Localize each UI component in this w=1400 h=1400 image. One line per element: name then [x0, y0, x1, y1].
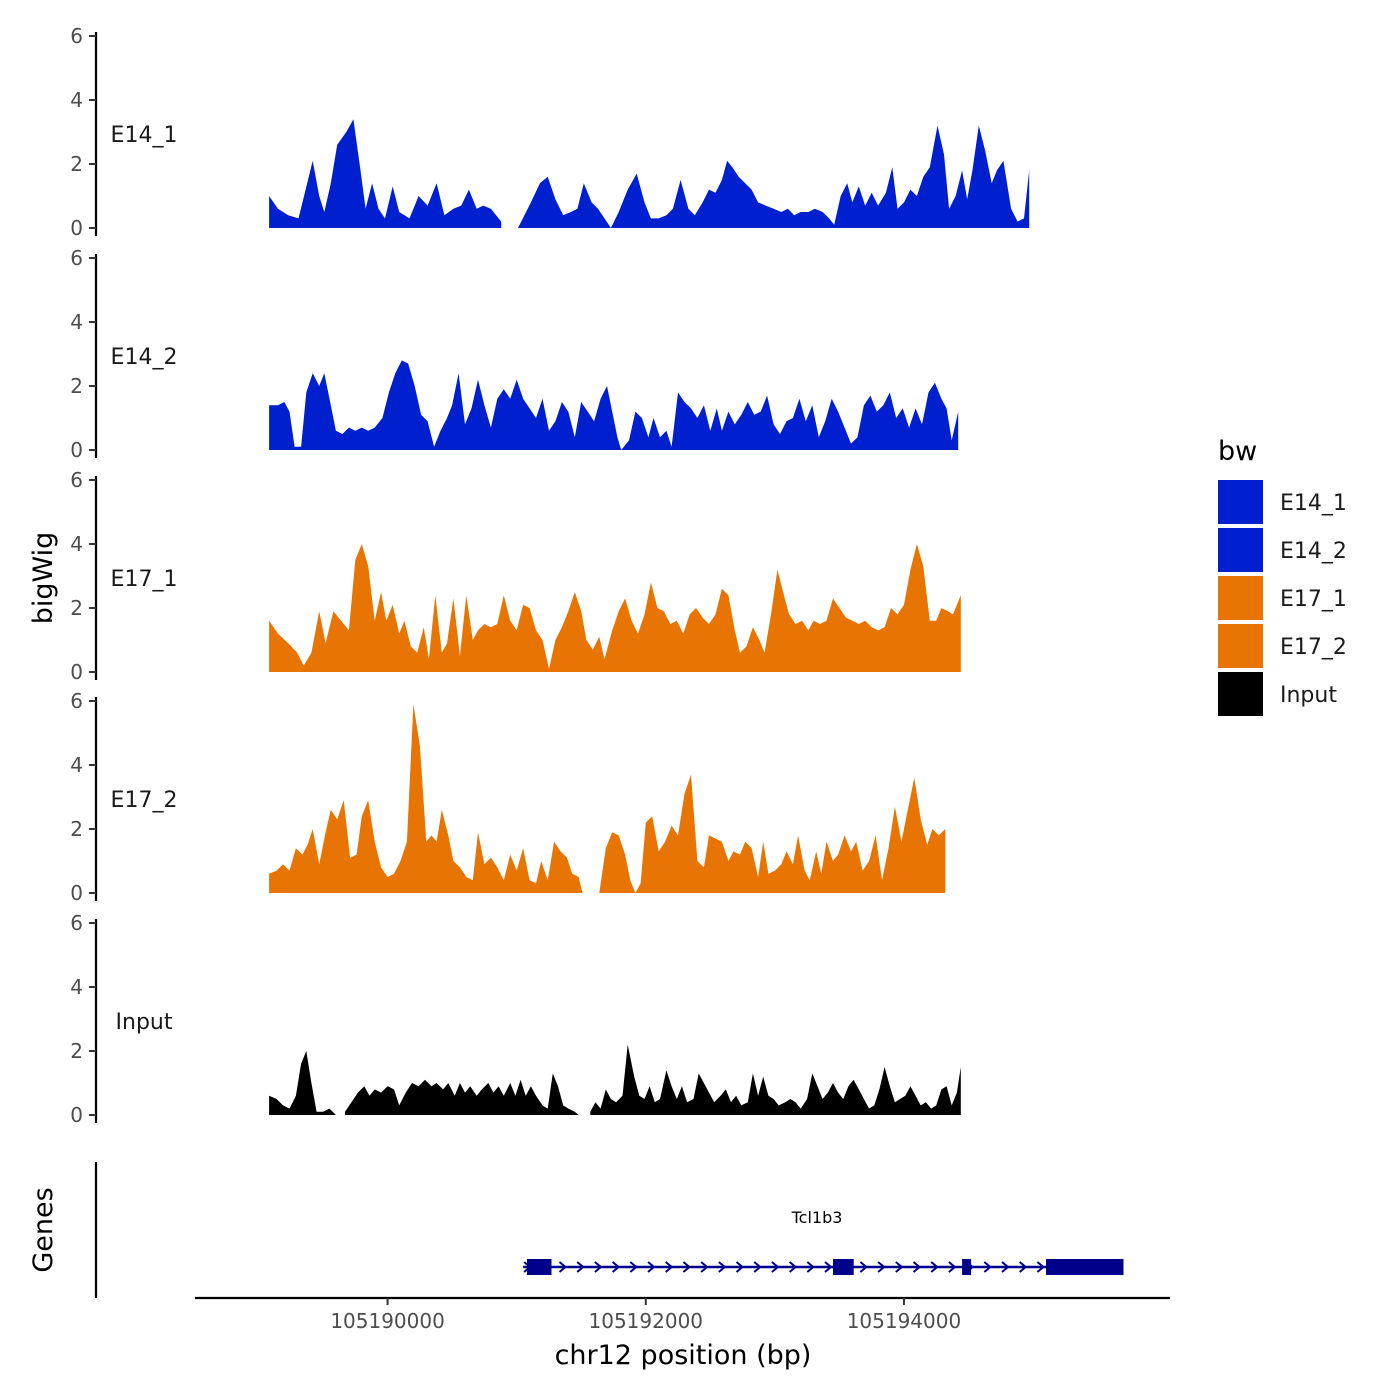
y-tick-label: 4	[70, 88, 83, 112]
strand-arrow	[735, 1261, 745, 1273]
genes-axis-title: Genes	[28, 1187, 59, 1272]
strand-arrow	[576, 1261, 585, 1273]
legend: bw E14_1 E14_2 E17_1 E17_2 Input	[1218, 436, 1347, 716]
y-tick-label: 0	[70, 216, 83, 240]
legend-label: E14_2	[1280, 539, 1347, 564]
strand-arrow	[1001, 1261, 1010, 1273]
gene-tcl1b3: Tcl1b3	[523, 1208, 1124, 1275]
y-axis-title: bigWig	[28, 532, 59, 625]
y-tick-label: 6	[70, 689, 83, 713]
signal-area	[269, 704, 583, 893]
track-label: E17_1	[111, 567, 178, 592]
signal-tracks: 0 2 4 6 E14_1 0 2 4 6 E14_2 0 2 4 6 E17_1 0 2 4 6 E17_2 0 2 4 6…	[70, 24, 1030, 1127]
strand-arrow	[824, 1261, 833, 1273]
x-tick-label: 105192000	[589, 1309, 704, 1333]
legend-swatch	[1218, 480, 1263, 524]
track-label: E14_1	[111, 123, 178, 148]
y-tick-label: 4	[70, 753, 83, 777]
x-tick-label: 105190000	[330, 1309, 445, 1333]
track-label: Input	[116, 1010, 173, 1035]
exon	[833, 1259, 854, 1275]
strand-arrow	[753, 1261, 762, 1273]
y-tick-label: 4	[70, 310, 83, 334]
exon	[962, 1259, 972, 1275]
track-input: 0 2 4 6 Input	[70, 911, 961, 1127]
strand-arrow	[895, 1261, 904, 1273]
strand-arrow	[1019, 1261, 1028, 1273]
legend-swatch	[1218, 576, 1263, 620]
y-tick-label: 2	[70, 817, 83, 841]
strand-arrow	[912, 1261, 922, 1273]
strand-arrow	[558, 1261, 568, 1273]
signal-area	[269, 1051, 336, 1115]
strand-arrow	[611, 1261, 621, 1273]
strand-arrow	[647, 1261, 656, 1273]
legend-title: bw	[1218, 436, 1257, 467]
strand-arrow	[948, 1261, 957, 1273]
legend-swatch	[1218, 672, 1263, 716]
track-label: E14_2	[111, 345, 178, 370]
legend-label: E14_1	[1280, 491, 1347, 516]
signal-area	[269, 360, 959, 450]
y-tick-label: 2	[70, 374, 83, 398]
signal-area	[345, 1073, 579, 1115]
legend-label: E17_2	[1280, 635, 1347, 660]
track-e17-1: 0 2 4 6 E17_1	[70, 468, 961, 684]
x-tick-label: 105194000	[847, 1309, 962, 1333]
strand-arrow	[682, 1261, 691, 1273]
legend-label: Input	[1280, 683, 1337, 708]
strand-arrow	[859, 1261, 868, 1273]
y-tick-label: 0	[70, 1103, 83, 1127]
strand-arrow	[700, 1261, 709, 1273]
legend-label: E17_1	[1280, 587, 1347, 612]
strand-arrow	[788, 1261, 798, 1273]
strand-arrow	[1036, 1261, 1045, 1273]
strand-arrow	[629, 1261, 638, 1273]
track-label: E17_2	[111, 788, 178, 813]
strand-arrow	[806, 1261, 815, 1273]
y-tick-label: 6	[70, 911, 83, 935]
signal-area	[590, 1044, 961, 1115]
signal-area	[269, 119, 502, 228]
x-axis: chr12 position (bp) 105190000 105192000 10…	[195, 1296, 1170, 1371]
gene-label: Tcl1b3	[791, 1208, 843, 1227]
strand-arrow	[983, 1261, 992, 1273]
genes-panel: Genes Tcl1b3	[28, 1162, 1124, 1298]
x-axis-title: chr12 position (bp)	[555, 1340, 812, 1371]
y-tick-label: 2	[70, 1039, 83, 1063]
signal-area	[518, 125, 1030, 228]
strand-arrow	[877, 1261, 886, 1273]
strand-arrow	[771, 1261, 780, 1273]
track-e14-1: 0 2 4 6 E14_1	[70, 24, 1030, 240]
strand-arrow	[665, 1261, 674, 1273]
y-tick-label: 2	[70, 596, 83, 620]
y-tick-label: 2	[70, 152, 83, 176]
y-tick-label: 6	[70, 24, 83, 48]
strand-arrow	[930, 1261, 939, 1273]
exon	[1046, 1259, 1124, 1275]
track-e17-2: 0 2 4 6 E17_2	[70, 689, 946, 905]
y-tick-label: 6	[70, 246, 83, 270]
track-e14-2: 0 2 4 6 E14_2	[70, 246, 959, 462]
y-tick-label: 6	[70, 468, 83, 492]
y-tick-label: 4	[70, 532, 83, 556]
legend-swatch	[1218, 528, 1263, 572]
y-tick-label: 0	[70, 881, 83, 905]
y-tick-label: 4	[70, 975, 83, 999]
y-tick-label: 0	[70, 438, 83, 462]
y-tick-label: 0	[70, 660, 83, 684]
exon	[527, 1259, 552, 1275]
strand-arrow	[594, 1261, 603, 1273]
signal-area	[599, 774, 946, 893]
strand-arrow	[718, 1261, 727, 1273]
signal-area	[269, 544, 961, 672]
legend-swatch	[1218, 624, 1263, 668]
